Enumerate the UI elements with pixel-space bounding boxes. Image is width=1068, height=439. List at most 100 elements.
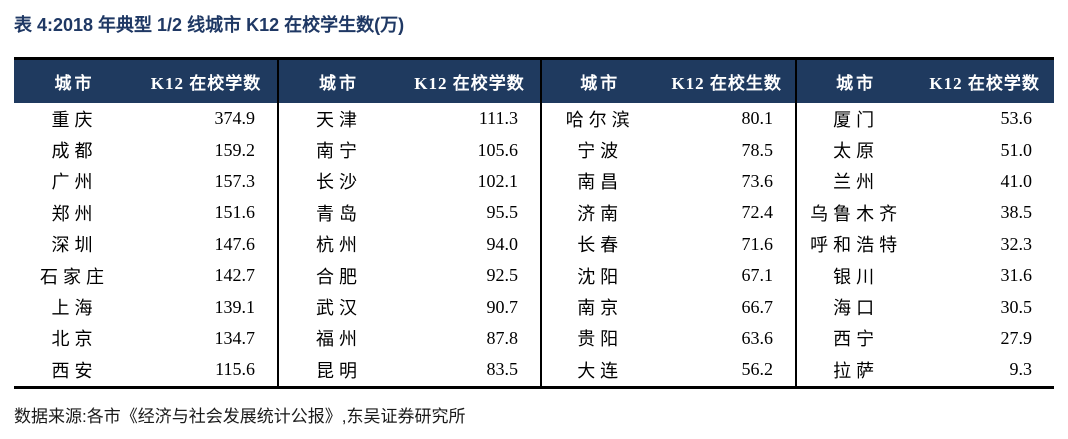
data-source-note: 数据来源:各市《经济与社会发展统计公报》,东吴证券研究所 bbox=[14, 406, 466, 426]
value-cell: 134.7 bbox=[214, 327, 255, 348]
column-header-value: K12 在校学数 bbox=[929, 74, 1040, 93]
value-cell: 31.6 bbox=[1000, 265, 1032, 286]
table-row: 乌鲁木齐 38.5 bbox=[797, 197, 1054, 228]
city-cell: 杭州 bbox=[316, 235, 363, 256]
value-cell: 53.6 bbox=[1000, 108, 1032, 129]
table-header-row: 城市 K12 在校生数 bbox=[542, 60, 795, 103]
table-row: 广州 157.3 bbox=[14, 166, 277, 197]
city-cell: 合肥 bbox=[316, 266, 363, 287]
city-cell: 青岛 bbox=[316, 203, 363, 224]
value-cell: 111.3 bbox=[478, 108, 518, 129]
table-row: 上海 139.1 bbox=[14, 291, 277, 322]
column-header-value: K12 在校学数 bbox=[414, 74, 525, 93]
city-cell: 厦门 bbox=[833, 109, 880, 130]
table-row: 银川 31.6 bbox=[797, 260, 1054, 291]
value-cell: 67.1 bbox=[741, 265, 773, 286]
table-group-3: 城市 K12 在校生数 哈尔滨 80.1 宁波 78.5 南昌 73.6 济南 … bbox=[540, 60, 795, 386]
city-cell: 沈阳 bbox=[577, 266, 624, 287]
table-row: 郑州 151.6 bbox=[14, 197, 277, 228]
value-cell: 66.7 bbox=[741, 296, 773, 317]
city-cell: 深圳 bbox=[51, 235, 98, 256]
table-row: 昆明 83.5 bbox=[279, 354, 540, 385]
value-cell: 142.7 bbox=[214, 265, 255, 286]
table-row: 成都 159.2 bbox=[14, 134, 277, 165]
city-cell: 哈尔滨 bbox=[565, 109, 635, 130]
table-row: 杭州 94.0 bbox=[279, 229, 540, 260]
city-cell: 银川 bbox=[833, 266, 880, 287]
table-row: 深圳 147.6 bbox=[14, 229, 277, 260]
column-header-city: 城市 bbox=[836, 74, 877, 93]
table-row: 合肥 92.5 bbox=[279, 260, 540, 291]
city-cell: 西安 bbox=[51, 360, 98, 381]
city-cell: 长沙 bbox=[316, 172, 363, 193]
value-cell: 159.2 bbox=[214, 139, 255, 160]
city-cell: 大连 bbox=[577, 360, 624, 381]
table-row: 天津 111.3 bbox=[279, 103, 540, 134]
city-cell: 石家庄 bbox=[39, 266, 109, 287]
city-cell: 广州 bbox=[51, 172, 98, 193]
table-header-row: 城市 K12 在校学数 bbox=[797, 60, 1054, 103]
k12-enrollment-table: 城市 K12 在校学数 重庆 374.9 成都 159.2 广州 157.3 郑… bbox=[14, 57, 1054, 389]
table-row: 南昌 73.6 bbox=[542, 166, 795, 197]
value-cell: 27.9 bbox=[1000, 327, 1032, 348]
city-cell: 海口 bbox=[833, 298, 880, 319]
column-header-value: K12 在校生数 bbox=[671, 74, 782, 93]
table-group-4: 城市 K12 在校学数 厦门 53.6 太原 51.0 兰州 41.0 乌鲁木齐… bbox=[795, 60, 1054, 386]
table-row: 重庆 374.9 bbox=[14, 103, 277, 134]
city-cell: 济南 bbox=[577, 203, 624, 224]
value-cell: 92.5 bbox=[486, 265, 518, 286]
column-header-city: 城市 bbox=[319, 74, 360, 93]
value-cell: 38.5 bbox=[1000, 202, 1032, 223]
table-group-2: 城市 K12 在校学数 天津 111.3 南宁 105.6 长沙 102.1 青… bbox=[277, 60, 540, 386]
value-cell: 374.9 bbox=[214, 108, 255, 129]
city-cell: 兰州 bbox=[833, 172, 880, 193]
city-cell: 成都 bbox=[51, 141, 98, 162]
table-row: 石家庄 142.7 bbox=[14, 260, 277, 291]
table-row: 南宁 105.6 bbox=[279, 134, 540, 165]
table-row: 武汉 90.7 bbox=[279, 291, 540, 322]
value-cell: 51.0 bbox=[1000, 139, 1032, 160]
table-row: 大连 56.2 bbox=[542, 354, 795, 385]
table-row: 海口 30.5 bbox=[797, 291, 1054, 322]
table-row: 贵阳 63.6 bbox=[542, 323, 795, 354]
city-cell: 南京 bbox=[577, 298, 624, 319]
table-row: 南京 66.7 bbox=[542, 291, 795, 322]
value-cell: 32.3 bbox=[1000, 233, 1032, 254]
city-cell: 乌鲁木齐 bbox=[810, 203, 903, 224]
value-cell: 30.5 bbox=[1000, 296, 1032, 317]
value-cell: 95.5 bbox=[486, 202, 518, 223]
table-row: 西宁 27.9 bbox=[797, 323, 1054, 354]
table-row: 哈尔滨 80.1 bbox=[542, 103, 795, 134]
value-cell: 87.8 bbox=[486, 327, 518, 348]
value-cell: 72.4 bbox=[741, 202, 773, 223]
table-row: 长沙 102.1 bbox=[279, 166, 540, 197]
city-cell: 武汉 bbox=[316, 298, 363, 319]
column-header-city: 城市 bbox=[54, 74, 95, 93]
table-row: 呼和浩特 32.3 bbox=[797, 229, 1054, 260]
city-cell: 拉萨 bbox=[833, 360, 880, 381]
value-cell: 78.5 bbox=[741, 139, 773, 160]
table-row: 西安 115.6 bbox=[14, 354, 277, 385]
city-cell: 北京 bbox=[51, 329, 98, 350]
value-cell: 56.2 bbox=[741, 359, 773, 380]
value-cell: 115.6 bbox=[215, 359, 255, 380]
value-cell: 63.6 bbox=[741, 327, 773, 348]
city-cell: 西宁 bbox=[833, 329, 880, 350]
value-cell: 105.6 bbox=[477, 139, 518, 160]
table-row: 济南 72.4 bbox=[542, 197, 795, 228]
table-row: 厦门 53.6 bbox=[797, 103, 1054, 134]
city-cell: 昆明 bbox=[316, 360, 363, 381]
table-title: 表 4:2018 年典型 1/2 线城市 K12 在校学生数(万) bbox=[14, 15, 405, 35]
value-cell: 83.5 bbox=[486, 359, 518, 380]
city-cell: 长春 bbox=[577, 235, 624, 256]
city-cell: 上海 bbox=[51, 298, 98, 319]
table-row: 青岛 95.5 bbox=[279, 197, 540, 228]
value-cell: 147.6 bbox=[214, 233, 255, 254]
table-row: 福州 87.8 bbox=[279, 323, 540, 354]
value-cell: 41.0 bbox=[1000, 170, 1032, 191]
value-cell: 102.1 bbox=[477, 170, 518, 191]
value-cell: 151.6 bbox=[214, 202, 255, 223]
city-cell: 郑州 bbox=[51, 203, 98, 224]
city-cell: 南宁 bbox=[316, 141, 363, 162]
table-header-row: 城市 K12 在校学数 bbox=[14, 60, 277, 103]
